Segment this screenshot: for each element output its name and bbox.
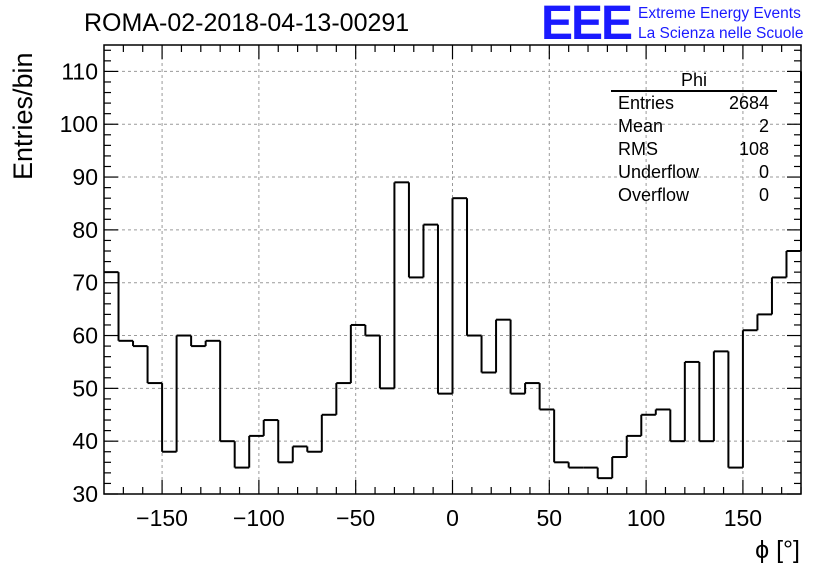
x-tick-labels: −150 −100 −50 0 50 100 150 bbox=[136, 505, 762, 531]
stats-value: 108 bbox=[738, 139, 769, 159]
y-tick-label: 70 bbox=[72, 270, 98, 296]
eee-logo: EEE bbox=[541, 0, 633, 50]
y-tick-label: 50 bbox=[72, 375, 98, 401]
stats-row-mean: Mean 2 bbox=[611, 115, 777, 138]
stats-label: Entries bbox=[618, 93, 675, 113]
stats-label: Underflow bbox=[618, 162, 700, 182]
axis-ticks bbox=[104, 45, 802, 495]
y-axis-label: Entries/bin bbox=[8, 52, 38, 180]
y-tick-label: 40 bbox=[72, 428, 98, 454]
y-tick-label: 60 bbox=[72, 323, 98, 349]
y-tick-label: 30 bbox=[72, 481, 98, 507]
y-tick-label: 90 bbox=[72, 164, 98, 190]
x-axis-label: ϕ [°] bbox=[755, 536, 800, 564]
stats-value: 0 bbox=[758, 162, 769, 182]
stats-row-underflow: Underflow 0 bbox=[611, 161, 777, 184]
y-tick-label: 80 bbox=[72, 217, 98, 243]
logo-line-1: Extreme Energy Events bbox=[638, 5, 801, 22]
stats-value: 2684 bbox=[728, 93, 769, 113]
stats-title: Phi bbox=[611, 70, 777, 92]
x-tick-label: 50 bbox=[537, 505, 563, 531]
x-tick-label: 100 bbox=[627, 505, 665, 531]
logo-line-2: La Scienza nelle Scuole bbox=[638, 25, 804, 42]
stats-value: 0 bbox=[758, 185, 769, 205]
stats-row-entries: Entries 2684 bbox=[611, 92, 777, 115]
stats-label: Mean bbox=[618, 116, 664, 136]
stats-box: Phi Entries 2684 Mean 2 RMS 108 Underflo… bbox=[611, 70, 777, 207]
stats-row-rms: RMS 108 bbox=[611, 138, 777, 161]
x-tick-label: 0 bbox=[446, 505, 459, 531]
stats-value: 2 bbox=[758, 116, 769, 136]
y-tick-label: 100 bbox=[60, 111, 98, 137]
stats-row-overflow: Overflow 0 bbox=[611, 184, 777, 207]
stats-label: RMS bbox=[618, 139, 658, 159]
page-title: ROMA-02-2018-04-13-00291 bbox=[84, 9, 410, 37]
stats-label: Overflow bbox=[618, 185, 690, 205]
histogram-bins bbox=[104, 71, 802, 480]
x-tick-label: −100 bbox=[233, 505, 285, 531]
x-tick-label: −50 bbox=[336, 505, 375, 531]
x-tick-label: −150 bbox=[136, 505, 188, 531]
y-tick-labels: 30 40 50 60 70 80 90 100 110 bbox=[60, 58, 98, 507]
logo-caption: Extreme Energy Events La Scienza nelle S… bbox=[638, 4, 803, 44]
x-tick-label: 150 bbox=[724, 505, 762, 531]
y-tick-label: 110 bbox=[61, 58, 98, 84]
